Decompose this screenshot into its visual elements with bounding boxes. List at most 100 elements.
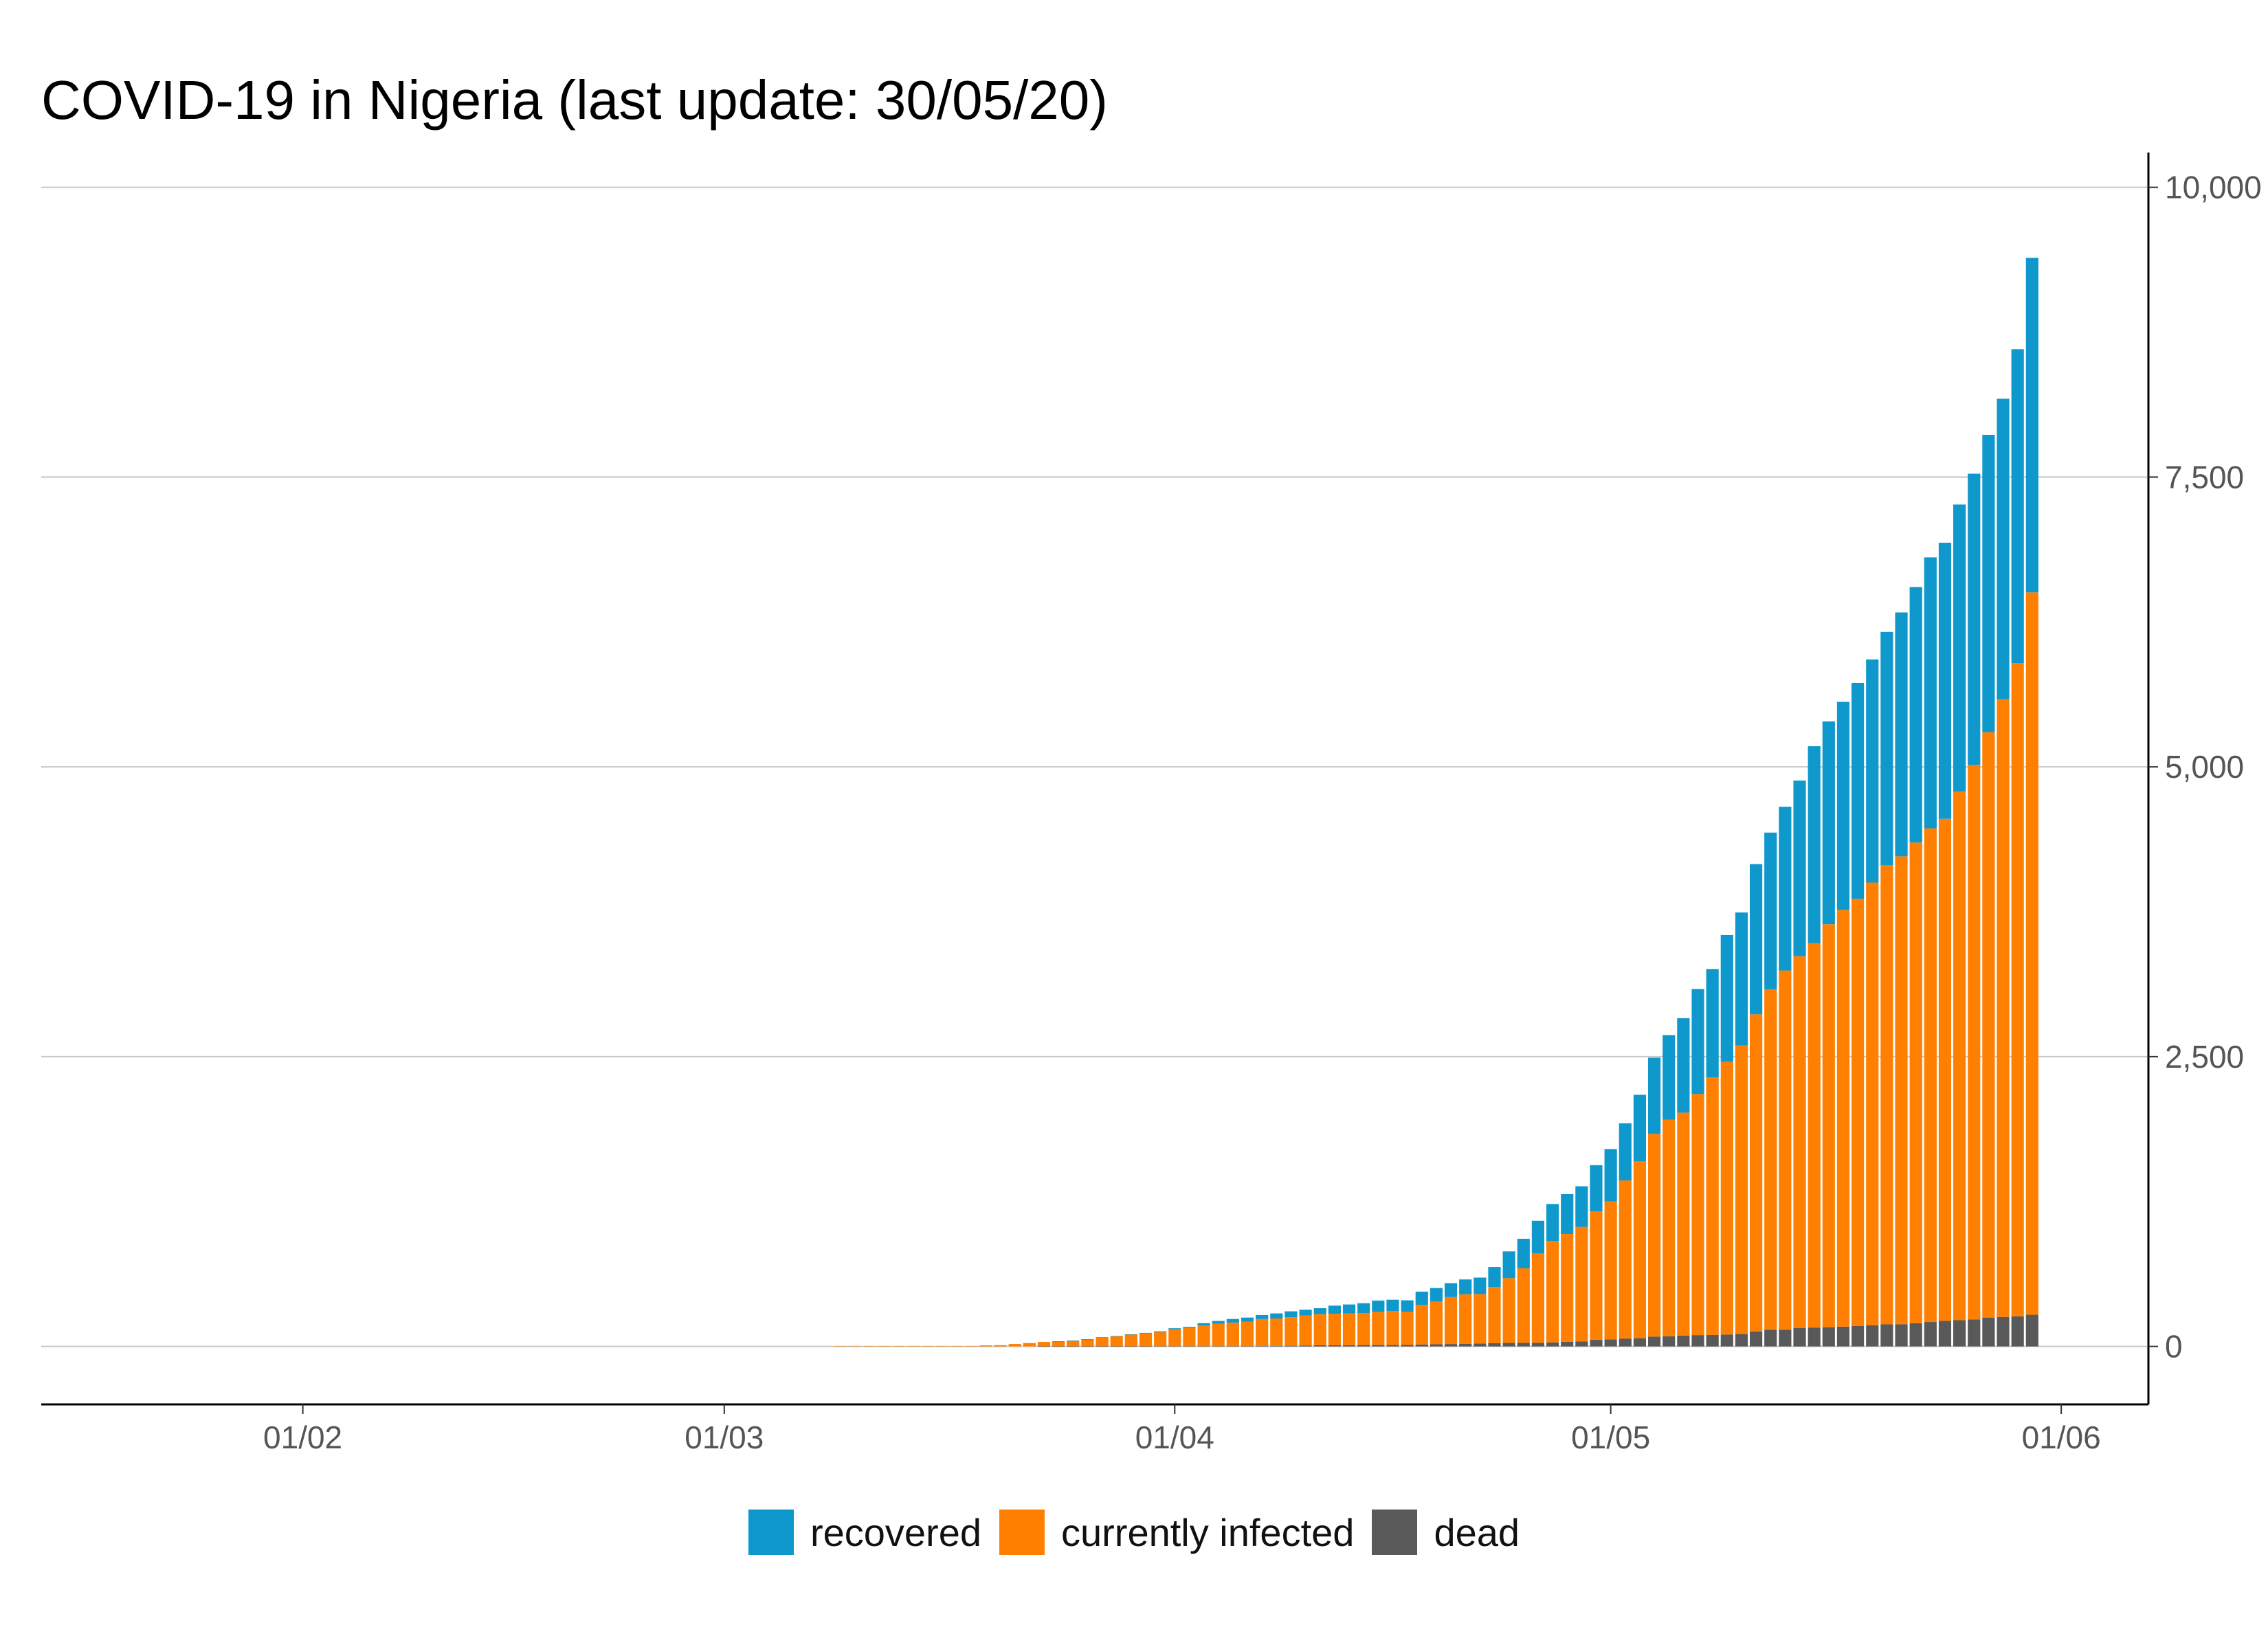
bar-recovered [1619, 1123, 1632, 1181]
bar-recovered [1938, 542, 1952, 819]
bar-recovered [1895, 612, 1908, 857]
bar-dead [1953, 1320, 1966, 1347]
bar-recovered [1342, 1304, 1356, 1314]
bar-recovered [1822, 721, 1835, 925]
bar-recovered [1096, 1337, 1109, 1338]
bar-recovered [1531, 1220, 1544, 1254]
bar-dead [1997, 1316, 2010, 1347]
bar-currently-infected [965, 1346, 978, 1347]
bar-dead [1183, 1346, 1196, 1347]
bar-currently-infected [834, 1346, 847, 1347]
bar-currently-infected [1590, 1211, 1603, 1340]
y-tick-label: 5,000 [2165, 749, 2244, 785]
bar-dead [1590, 1339, 1603, 1347]
bar-recovered [1647, 1057, 1661, 1134]
bar-currently-infected [1401, 1312, 1414, 1345]
bar-dead [1386, 1345, 1399, 1347]
bar-recovered [1866, 659, 1879, 883]
bar-dead [1750, 1332, 1763, 1347]
bar-dead [1067, 1346, 1080, 1347]
bar-recovered [1706, 969, 1719, 1078]
bar-currently-infected [1822, 924, 1835, 1327]
bar-currently-infected [1836, 910, 1850, 1327]
bar-dead [1081, 1346, 1094, 1347]
bar-recovered [1546, 1204, 1559, 1242]
bar-recovered [1197, 1323, 1210, 1326]
bar-currently-infected [1546, 1241, 1559, 1343]
bar-dead [1808, 1327, 1821, 1347]
bar-dead [1546, 1342, 1559, 1347]
bar-recovered [1604, 1149, 1617, 1202]
legend: recovered currently infected dead [0, 1505, 2268, 1560]
bar-dead [1474, 1343, 1487, 1347]
bar-currently-infected [1444, 1297, 1458, 1345]
chart-title: COVID-19 in Nigeria (last update: 30/05/… [41, 69, 1108, 131]
bar-recovered [1808, 746, 1821, 943]
bar-recovered [1270, 1313, 1283, 1319]
bar-currently-infected [1386, 1311, 1399, 1345]
bar-dead [1415, 1344, 1428, 1347]
bar-dead [2011, 1316, 2024, 1347]
bar-recovered [1415, 1291, 1428, 1305]
bar-currently-infected [1256, 1319, 1269, 1346]
bar-dead [1517, 1343, 1530, 1347]
bar-recovered [1691, 989, 1704, 1095]
bar-dead [1459, 1343, 1472, 1347]
bar-dead [1328, 1345, 1341, 1347]
bar-recovered [1880, 631, 1893, 866]
x-tick-label: 01/05 [1571, 1420, 1650, 1455]
y-tick-label: 7,500 [2165, 459, 2244, 495]
bar-dead [1139, 1346, 1153, 1347]
bar-recovered [1836, 702, 1850, 910]
bar-currently-infected [950, 1346, 964, 1347]
bar-currently-infected [1154, 1332, 1167, 1347]
bar-recovered [1052, 1341, 1065, 1342]
bar-dead [1430, 1344, 1443, 1347]
bar-currently-infected [907, 1346, 920, 1347]
bar-currently-infected [1096, 1337, 1109, 1347]
bar-dead [1357, 1345, 1370, 1347]
bar-currently-infected [1633, 1161, 1647, 1338]
bar-currently-infected [1982, 732, 1995, 1318]
bar-recovered [1852, 682, 1865, 899]
bar-recovered [2025, 258, 2038, 593]
bar-currently-infected [1081, 1339, 1094, 1347]
bar-recovered [1444, 1283, 1458, 1297]
legend-label-dead: dead [1434, 1510, 1520, 1554]
bar-dead [1836, 1326, 1850, 1347]
bar-recovered [1488, 1267, 1501, 1288]
bar-currently-infected [935, 1346, 949, 1347]
bar-currently-infected [1459, 1294, 1472, 1344]
bar-dead [1502, 1343, 1515, 1347]
bar-currently-infected [1647, 1134, 1661, 1337]
bar-recovered [1561, 1193, 1574, 1234]
bar-dead [1779, 1330, 1792, 1347]
bar-dead [1124, 1346, 1137, 1347]
bar-currently-infected [1938, 818, 1952, 1321]
bar-dead [1342, 1345, 1356, 1347]
bar-dead [1982, 1317, 1995, 1347]
bar-dead [1619, 1338, 1632, 1347]
bar-recovered [1764, 832, 1777, 989]
bar-dead [1270, 1345, 1283, 1347]
bar-currently-infected [2011, 663, 2024, 1316]
bar-dead [1764, 1330, 1777, 1347]
legend-item-dead: dead [1372, 1510, 1520, 1555]
bar-dead [1720, 1334, 1733, 1347]
bar-dead [1880, 1324, 1893, 1347]
bar-recovered [1241, 1317, 1254, 1322]
bar-dead [1444, 1344, 1458, 1347]
legend-label-currently-infected: currently infected [1061, 1510, 1355, 1554]
bar-dead [1154, 1346, 1167, 1347]
legend-swatch-dead [1372, 1510, 1418, 1555]
bar-recovered [1328, 1305, 1341, 1314]
bar-recovered [1212, 1321, 1225, 1324]
bar-dead [1938, 1321, 1952, 1347]
bar-recovered [1139, 1332, 1153, 1334]
bar-currently-infected [1808, 943, 1821, 1328]
bar-dead [1852, 1325, 1865, 1347]
bar-recovered [1997, 399, 2010, 699]
bar-currently-infected [1313, 1314, 1326, 1345]
bar-currently-infected [979, 1345, 992, 1347]
bar-recovered [1779, 807, 1792, 971]
